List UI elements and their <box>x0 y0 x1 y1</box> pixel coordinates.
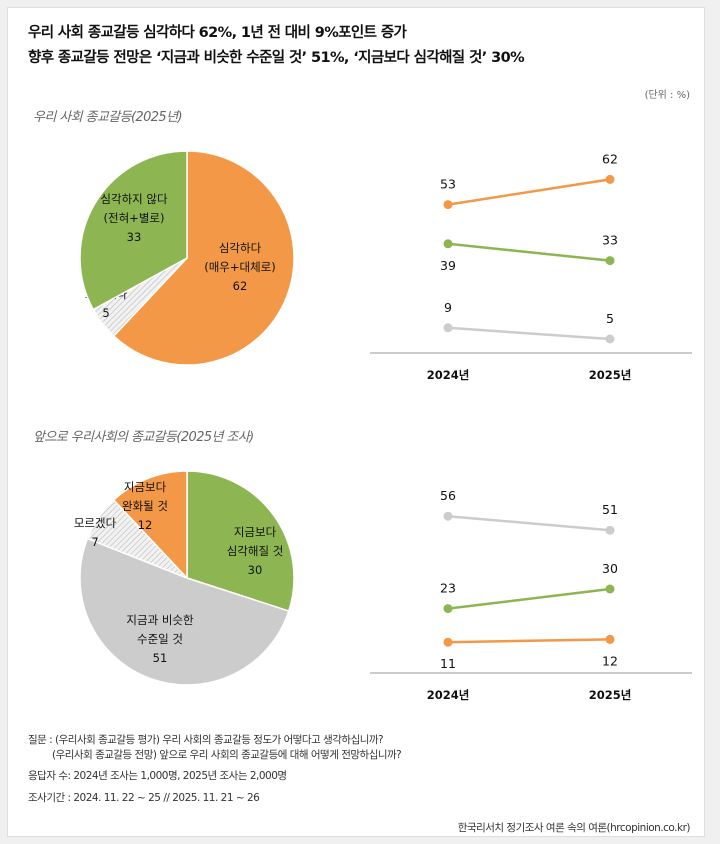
data-point <box>605 634 615 644</box>
data-label: 33 <box>602 233 618 248</box>
pie-slice-label: (전혀+별로) <box>104 211 165 225</box>
pie-slice-label: 지금과 비슷한 <box>126 613 194 627</box>
report-card: 우리 사회 종교갈등 심각하다 62%, 1년 전 대비 9%포인트 증가 향후… <box>7 7 705 837</box>
data-point <box>443 511 453 521</box>
data-point <box>443 323 453 333</box>
data-label: 51 <box>602 502 618 517</box>
pie-value-label: 51 <box>153 651 168 665</box>
data-label: 11 <box>440 656 456 671</box>
data-label: 56 <box>440 488 456 503</box>
pie1-subtitle: 우리 사회 종교갈등(2025년) <box>33 110 183 125</box>
data-label: 39 <box>440 258 456 273</box>
pie-slice <box>79 537 290 686</box>
data-point <box>443 637 453 647</box>
pie-value-label: 7 <box>91 535 98 549</box>
data-point <box>605 525 615 535</box>
question-2: (우리사회 종교갈등 전망) 앞으로 우리 사회의 종교갈등에 대해 어떻게 전… <box>52 749 402 761</box>
pie-slice <box>112 470 188 580</box>
data-label: 12 <box>602 653 618 668</box>
pie-slice-label: (매우+대체로) <box>204 260 276 274</box>
series-line <box>447 638 611 644</box>
pie-value-label: 12 <box>138 518 153 532</box>
series-line <box>447 514 611 532</box>
unit-label: (단위 : %) <box>644 90 690 101</box>
data-point <box>605 334 615 344</box>
series-line <box>447 326 611 341</box>
headline-2: 향후 종교갈등 전망은 ‘지금과 비슷한 수준일 것’ 51%, ‘지금보다 심… <box>28 50 525 66</box>
pie-slice-label: 심각해질 것 <box>227 544 284 558</box>
data-point <box>443 239 453 249</box>
pie-slice-label: 심각하지 않다 <box>100 192 168 206</box>
data-point <box>443 200 453 210</box>
series-line <box>447 178 611 206</box>
x-tick-label: 2025년 <box>589 368 632 382</box>
data-label: 53 <box>440 177 456 192</box>
pie-slice-label: 심각하다 <box>219 241 262 255</box>
pie-slice <box>79 150 188 311</box>
source: 한국리서치 정기조사 여론 속의 여론(hrcopinion.co.kr) <box>457 822 691 834</box>
pie-value-label: 30 <box>248 563 263 577</box>
pie-slice-label: 완화될 것 <box>122 499 168 513</box>
data-point <box>443 604 453 614</box>
data-point <box>605 174 615 184</box>
data-label: 30 <box>602 561 618 576</box>
survey-period: 조사기간 : 2024. 11. 22 ~ 25 // 2025. 11. 21… <box>28 792 260 804</box>
data-label: 9 <box>444 300 452 315</box>
pie-slice <box>186 470 295 613</box>
pie2-subtitle: 앞으로 우리사회의 종교갈등(2025년 조사) <box>33 430 254 445</box>
series-line <box>447 587 611 610</box>
pie-slice <box>112 150 295 366</box>
data-label: 62 <box>602 151 618 166</box>
data-point <box>605 256 615 266</box>
x-tick-label: 2024년 <box>427 688 470 702</box>
data-label: 5 <box>606 311 614 326</box>
respondents: 응답자 수: 2024년 조사는 1,000명, 2025년 조사는 2,000… <box>28 770 287 782</box>
pie-slice-label: 모르겠다 <box>74 516 117 530</box>
data-point <box>605 584 615 594</box>
pie-value-label: 33 <box>127 230 142 244</box>
pie-value-label: 62 <box>233 279 248 293</box>
series-line <box>447 242 611 262</box>
x-tick-label: 2024년 <box>427 368 470 382</box>
pie-slice-label: 지금보다 <box>124 480 167 494</box>
data-label: 23 <box>440 581 456 596</box>
pie-value-label: 5 <box>102 306 109 320</box>
pie-slice-label: 수준일 것 <box>137 632 183 646</box>
headline-1: 우리 사회 종교갈등 심각하다 62%, 1년 전 대비 9%포인트 증가 <box>28 25 407 41</box>
x-tick-label: 2025년 <box>589 688 632 702</box>
pie-slice-label: 지금보다 <box>234 525 277 539</box>
question-1: 질문 : (우리사회 종교갈등 평가) 우리 사회의 종교갈등 정도가 어떻다고… <box>28 734 384 746</box>
